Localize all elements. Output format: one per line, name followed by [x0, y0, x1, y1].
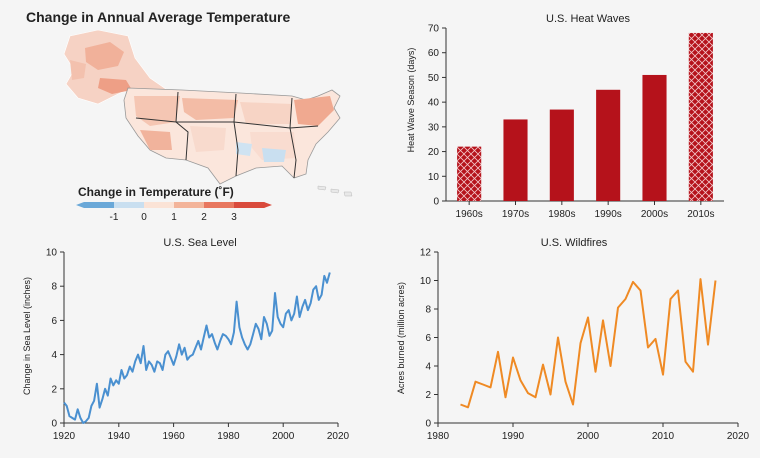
y-tick-label: 10 [420, 276, 432, 287]
legend-swatch [174, 202, 205, 208]
map-legend-title: Change in Temperature (˚F) [78, 185, 234, 199]
y-tick-label: 2 [425, 390, 431, 401]
y-tick-label: 8 [51, 282, 57, 293]
bar-1970s [503, 119, 528, 201]
x-tick-label: 2000 [272, 431, 295, 442]
y-tick-label: 0 [425, 419, 431, 430]
heat-waves-ylabel: Heat Wave Season (days) [406, 48, 416, 153]
wildfires-title: U.S. Wildfires [541, 237, 608, 249]
alaska-map [63, 29, 177, 105]
y-tick-label: 30 [428, 122, 440, 133]
x-tick-label: 1970s [502, 209, 529, 220]
x-tick-label: 1920 [53, 431, 76, 442]
sea-level-chart: U.S. Sea Level Change in Sea Level (inch… [22, 237, 350, 443]
heat-waves-chart: U.S. Heat Waves Heat Wave Season (days) … [406, 13, 724, 220]
x-tick-label: 1960s [456, 209, 483, 220]
sea-level-ylabel: Change in Sea Level (inches) [22, 277, 32, 395]
legend-swatch [234, 202, 265, 208]
legend-arrow-right [264, 202, 272, 208]
y-tick-label: 0 [433, 197, 439, 208]
heat-waves-panel: U.S. Heat Waves Heat Wave Season (days) … [380, 0, 760, 230]
legend-tick-label: 0 [141, 212, 147, 223]
bar-1980s [549, 109, 574, 201]
y-tick-label: 4 [425, 362, 431, 373]
map-panel: Change in Annual Average Temperature [0, 0, 380, 230]
legend-tick-label: 3 [231, 212, 237, 223]
sea-level-panel: U.S. Sea Level Change in Sea Level (inch… [0, 230, 380, 453]
x-tick-label: 2020 [727, 431, 750, 442]
heat-waves-plot: 0 10 20 30 40 50 60 70 1960s 1970s 1980s 1990s 2000s… [428, 24, 724, 220]
x-tick-label: 1990 [502, 431, 525, 442]
x-tick-label: 2000s [641, 209, 668, 220]
x-tick-label: 1980s [548, 209, 575, 220]
legend-swatch [204, 202, 235, 208]
x-tick-label: 1980 [217, 431, 240, 442]
x-tick-label: 1980 [427, 431, 450, 442]
map-title: Change in Annual Average Temperature [26, 9, 290, 25]
y-tick-label: 10 [428, 172, 440, 183]
legend-tick-label: 1 [171, 212, 177, 223]
wildfires-chart: U.S. Wildfires Acres burned (million acr… [396, 237, 750, 443]
y-tick-label: 6 [425, 333, 431, 344]
sea-level-title: U.S. Sea Level [163, 237, 236, 249]
wildfires-ylabel: Acres burned (million acres) [396, 282, 406, 394]
y-tick-label: 10 [46, 248, 58, 259]
legend-swatch [84, 202, 115, 208]
y-tick-label: 20 [428, 147, 440, 158]
x-tick-label: 1960 [162, 431, 185, 442]
y-tick-label: 8 [425, 305, 431, 316]
y-tick-label: 70 [428, 24, 440, 35]
legend-swatch [144, 202, 175, 208]
series-line-0 [460, 278, 717, 409]
x-tick-label: 1990s [595, 209, 622, 220]
legend-tick-label: -1 [110, 212, 119, 223]
y-tick-label: 12 [420, 248, 432, 259]
bar-1960s [457, 146, 482, 201]
sea-level-plot: 0 2 4 6 8 10 1920 1940 1960 1980 2000 2020 [46, 248, 350, 443]
y-tick-label: 40 [428, 98, 440, 109]
bar-2000s [642, 74, 667, 201]
map-legend-ticks: -1 0 1 2 3 [110, 212, 238, 223]
map-legend-colorbar [76, 202, 272, 208]
legend-swatch [114, 202, 145, 208]
y-tick-label: 0 [51, 419, 57, 430]
contiguous-us-map [123, 87, 341, 185]
bar-2010s [688, 32, 713, 201]
wildfires-plot: 0 2 4 6 8 10 12 1980 1990 2000 2010 2020 [420, 248, 750, 443]
wildfires-panel: U.S. Wildfires Acres burned (million acr… [380, 230, 760, 453]
x-tick-label: 2000 [577, 431, 600, 442]
legend-tick-label: 2 [201, 212, 207, 223]
y-tick-label: 2 [51, 384, 57, 395]
x-tick-label: 1940 [108, 431, 131, 442]
map-svg: Change in Annual Average Temperature [26, 9, 353, 223]
y-tick-label: 4 [51, 350, 57, 361]
legend-arrow-left [76, 202, 84, 208]
hawaii-map [317, 185, 353, 197]
heat-waves-title: U.S. Heat Waves [546, 13, 630, 25]
bar-1990s [596, 89, 621, 201]
series-line-0 [63, 272, 331, 424]
x-tick-label: 2020 [327, 431, 350, 442]
y-tick-label: 6 [51, 316, 57, 327]
x-tick-label: 2010s [687, 209, 714, 220]
y-tick-label: 50 [428, 73, 440, 84]
x-tick-label: 2010 [652, 431, 675, 442]
y-tick-label: 60 [428, 48, 440, 59]
